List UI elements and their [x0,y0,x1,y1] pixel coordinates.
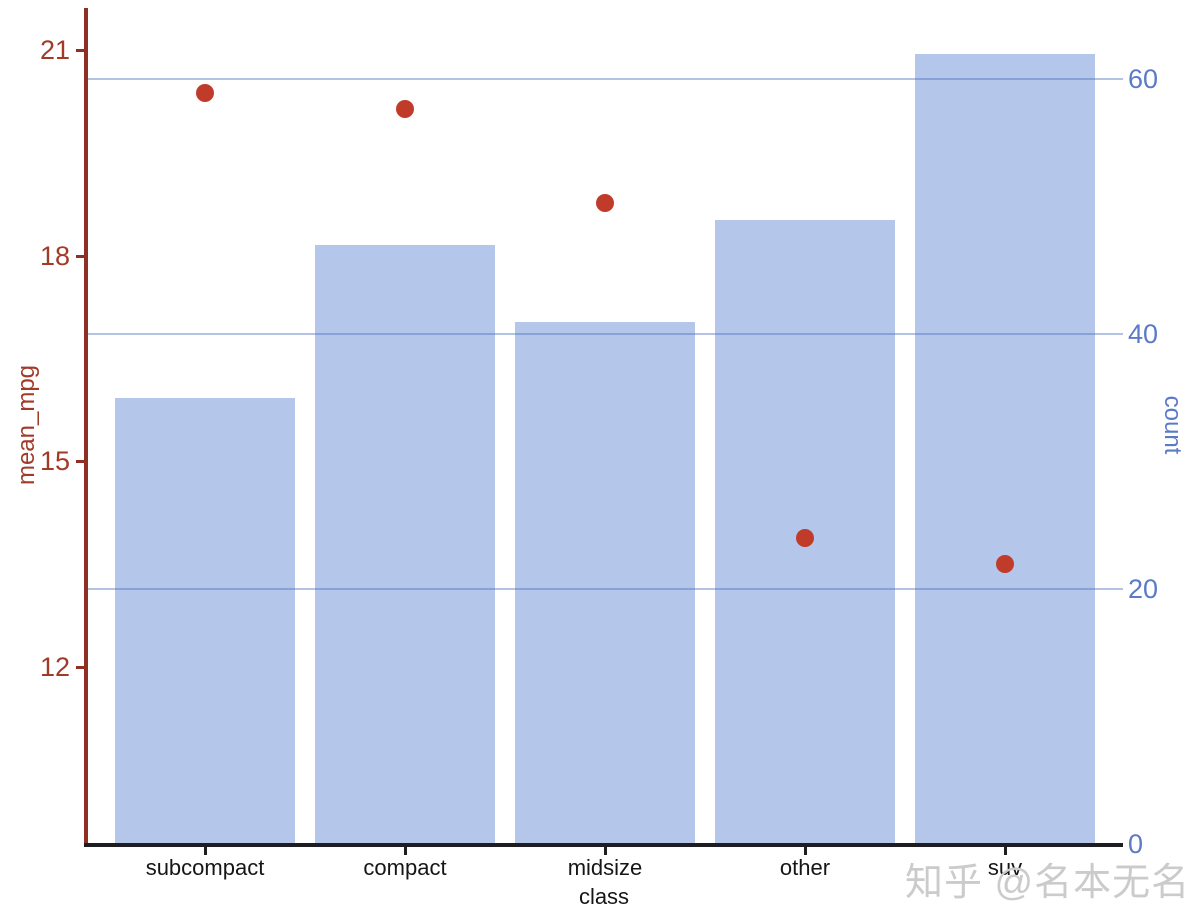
left-tick-label-12: 12 [39,652,70,683]
x-tick-suv [1004,847,1007,855]
x-tick-label-compact: compact [363,855,447,880]
x-tick-other [804,847,807,855]
left-tick-15 [76,460,85,464]
mean-mpg-point-midsize [596,194,614,213]
gridline-count-40 [87,333,1123,336]
right-tick-label-60: 60 [1128,64,1159,95]
right-axis-title: count [1159,395,1186,455]
bar-subcompact [115,397,295,846]
left-tick-12 [76,666,85,670]
mean-mpg-point-compact [396,100,414,119]
left-axis-title: mean_mpg [13,364,40,486]
x-tick-compact [404,847,407,855]
gridline-count-20 [87,588,1123,591]
x-tick-label-midsize: midsize [567,855,643,880]
left-tick-label-21: 21 [39,34,70,65]
bar-suv [915,53,1095,846]
watermark-text: 知乎 @名本无名 [905,862,1191,904]
x-tick-midsize [604,847,607,855]
left-tick-label-18: 18 [39,240,70,271]
mean-mpg-point-subcompact [196,84,214,103]
left-axis-line [84,8,88,847]
mean-mpg-point-other [796,529,814,548]
left-tick-label-15: 15 [39,446,70,477]
right-tick-label-40: 40 [1128,319,1159,350]
right-tick-label-0: 0 [1128,829,1144,859]
bar-midsize [515,321,695,846]
left-tick-21 [76,48,85,52]
bar-compact [315,245,495,846]
right-tick-label-20: 20 [1128,574,1159,605]
x-tick-subcompact [204,847,207,855]
gridline-count-60 [87,78,1123,81]
x-tick-label-other: other [779,855,831,880]
mean-mpg-point-suv [996,555,1014,574]
x-axis-title: class [578,884,630,909]
x-tick-label-subcompact: subcompact [145,855,265,880]
x-axis-line [84,843,1123,847]
x-tick-label-suv: suv [987,855,1023,880]
left-tick-18 [76,254,85,258]
